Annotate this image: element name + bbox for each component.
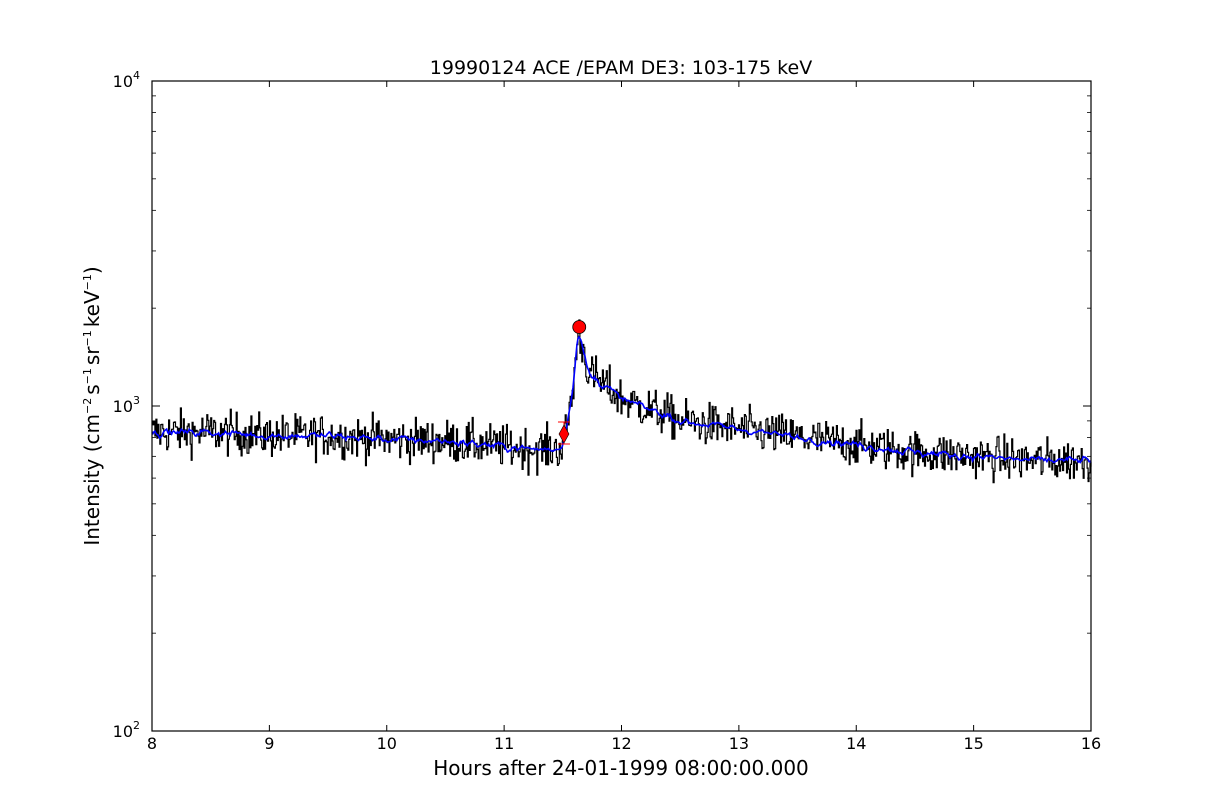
y-axis-label: Intensity (cm−2s−1sr−1keV−1) <box>80 266 104 545</box>
series-raw-line <box>152 319 1092 484</box>
peak-marker <box>572 320 587 334</box>
x-tick-label: 13 <box>729 734 749 753</box>
x-axis-label: Hours after 24-01-1999 08:00:00.000 <box>433 756 809 780</box>
y-tick-label: 103 <box>113 394 140 416</box>
x-axis: 8 9 10 11 12 13 14 15 16 <box>147 81 1101 753</box>
onset-marker <box>558 424 570 444</box>
y-tick-label: 102 <box>113 719 140 741</box>
x-tick-label: 10 <box>377 734 397 753</box>
series-smoothed-line <box>151 335 1092 464</box>
x-tick-label: 9 <box>264 734 274 753</box>
x-tick-label: 12 <box>611 734 631 753</box>
chart-title: 19990124 ACE /EPAM DE3: 103-175 keV <box>430 57 812 79</box>
x-tick-label: 8 <box>147 734 157 753</box>
y-tick-label: 104 <box>113 69 140 91</box>
x-tick-label: 16 <box>1081 734 1101 753</box>
y-axis: 102 103 104 <box>113 69 1091 741</box>
plot-area <box>151 319 1092 484</box>
x-tick-label: 15 <box>963 734 983 753</box>
x-tick-label: 11 <box>494 734 514 753</box>
x-tick-label: 14 <box>846 734 866 753</box>
